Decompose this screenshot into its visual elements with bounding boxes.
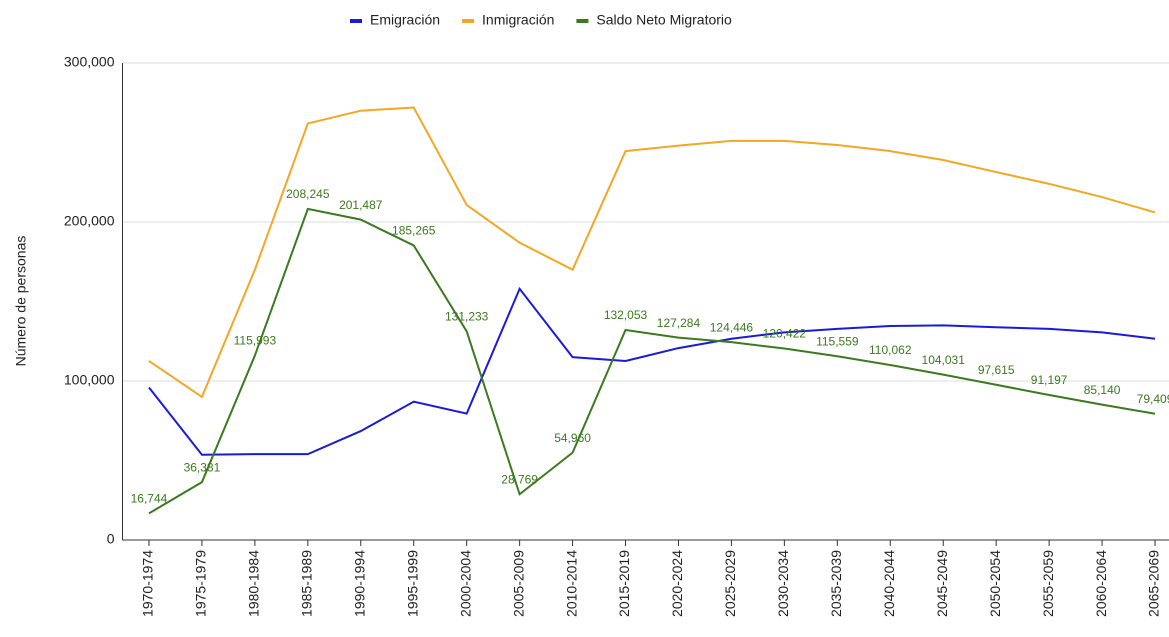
x-tick-label: 2065-2069: [1146, 550, 1162, 617]
x-tick-label: 2000-2004: [457, 550, 473, 617]
x-tick-label: 1985-1989: [299, 550, 315, 617]
data-label: 115,559: [816, 334, 859, 348]
data-label: 185,265: [392, 224, 436, 238]
x-tick-label: 1975-1979: [193, 550, 209, 617]
x-tick-label: 2050-2054: [987, 550, 1003, 617]
y-axis-title: Número de personas: [13, 236, 29, 367]
x-tick-label: 2030-2034: [775, 550, 791, 617]
series-line: [148, 106, 1156, 399]
legend-swatch: [462, 19, 475, 23]
data-label: 97,615: [978, 363, 1015, 377]
x-tick-label: 1980-1984: [246, 550, 262, 617]
data-label: 201,487: [339, 198, 383, 212]
legend-label: Saldo Neto Migratorio: [596, 12, 732, 28]
x-tick-label: 2060-2064: [1093, 550, 1109, 617]
data-label: 91,197: [1031, 373, 1068, 387]
x-tick-label: 1990-1994: [351, 550, 367, 617]
data-label: 79,409: [1137, 392, 1169, 406]
x-tick-label: 2015-2019: [616, 550, 632, 617]
x-tick-label: 2005-2009: [510, 550, 526, 617]
y-tick-label: 200,000: [64, 213, 115, 229]
data-label: 85,140: [1084, 383, 1121, 397]
x-tick-label: 2045-2049: [934, 550, 950, 617]
series-line: [148, 286, 1156, 456]
data-label: 120,422: [763, 327, 807, 341]
data-label: 131,233: [445, 310, 489, 324]
x-tick-label: 2020-2024: [669, 550, 685, 617]
x-tick-label: 1970-1974: [140, 550, 156, 617]
data-label: 104,031: [922, 353, 966, 367]
data-label: 110,062: [869, 343, 912, 357]
data-label: 132,053: [604, 308, 648, 322]
x-tick-label: 2025-2029: [722, 550, 738, 617]
x-tick-label: 2010-2014: [563, 550, 579, 617]
y-tick-label: 300,000: [64, 54, 115, 70]
y-tick-label: 100,000: [64, 372, 115, 388]
x-tick-label: 2040-2044: [881, 550, 897, 617]
x-tick-label: 2035-2039: [828, 550, 844, 617]
data-label: 16,744: [131, 492, 168, 506]
data-label: 54,960: [554, 431, 591, 445]
data-label: 127,284: [657, 316, 701, 330]
legend-swatch: [350, 19, 362, 23]
legend-swatch: [576, 19, 589, 23]
series-line: [148, 207, 1156, 515]
legend-label: Emigración: [370, 12, 440, 28]
data-label: 28,769: [501, 472, 538, 486]
x-tick-label: 2055-2059: [1040, 550, 1056, 617]
x-tick-label: 1995-1999: [404, 550, 420, 617]
y-tick-label: 0: [107, 531, 115, 547]
legend-label: Inmigración: [482, 12, 554, 28]
data-label: 124,446: [710, 320, 754, 334]
data-label: 115,993: [234, 334, 277, 348]
data-label: 208,245: [286, 187, 330, 201]
legend: Emigración Inmigración Saldo Neto Migrator…: [350, 12, 732, 28]
data-label: 36,381: [184, 460, 221, 474]
